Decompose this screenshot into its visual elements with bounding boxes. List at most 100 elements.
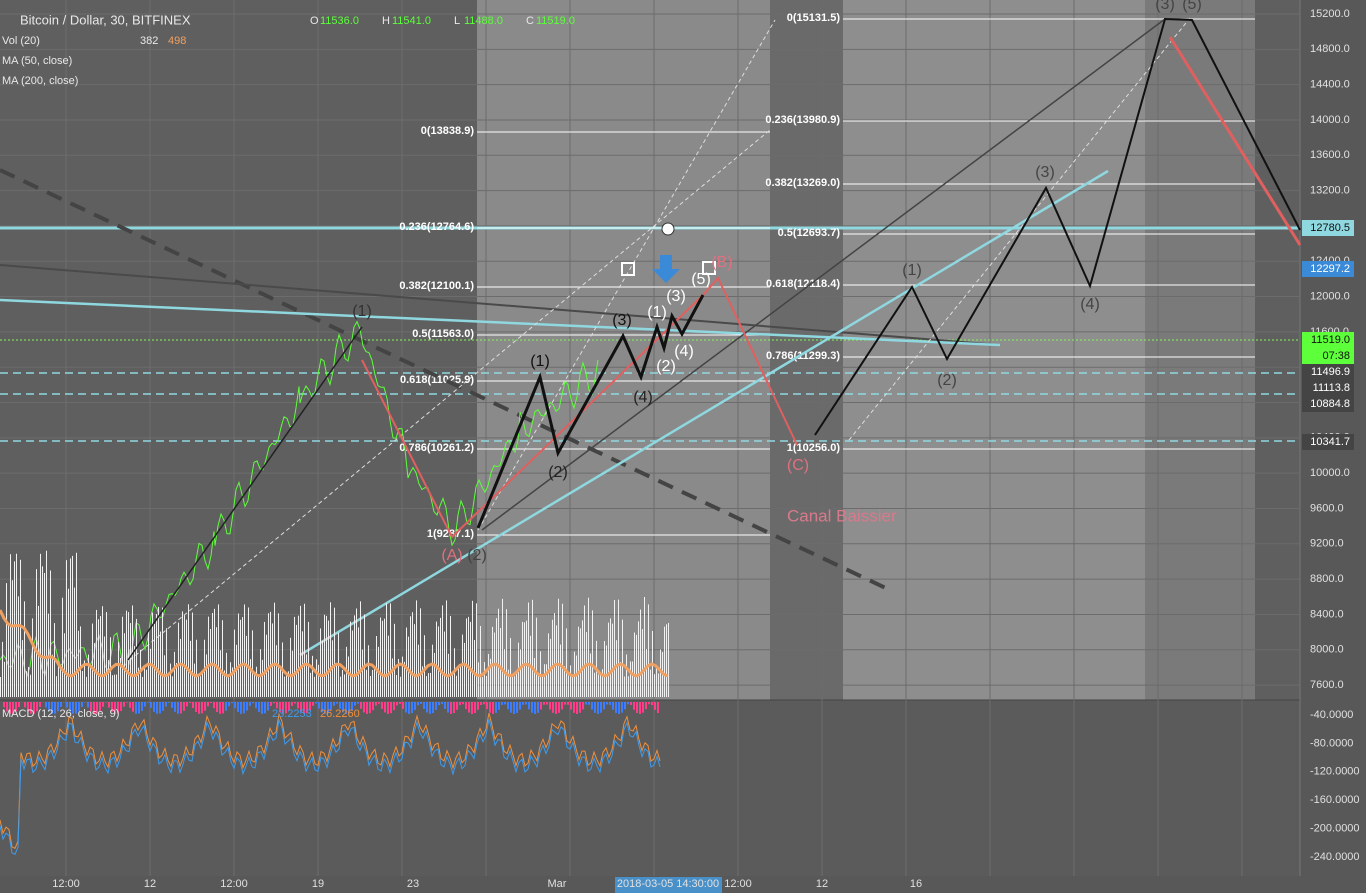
macd-bar bbox=[570, 702, 572, 710]
macd-bar bbox=[555, 702, 557, 714]
price-tick-label: 10000.0 bbox=[1310, 467, 1350, 479]
volume-bar bbox=[556, 625, 557, 697]
macd-bar bbox=[210, 702, 212, 704]
volume-bar bbox=[298, 615, 299, 697]
macd-bar bbox=[33, 702, 35, 714]
macd-bar bbox=[489, 702, 491, 713]
macd-bar bbox=[321, 702, 323, 713]
wave-label: (A) bbox=[441, 547, 462, 564]
time-tick-label: 2018-03-05 14:30:00 bbox=[617, 878, 719, 890]
volume-bar bbox=[232, 667, 233, 697]
volume-bar bbox=[2, 641, 3, 697]
macd-bar bbox=[630, 702, 632, 705]
volume-bar bbox=[474, 640, 475, 697]
macd-bar bbox=[270, 702, 272, 707]
volume-bar bbox=[392, 658, 393, 697]
volume-bar bbox=[66, 560, 67, 697]
volume-bar bbox=[268, 613, 269, 697]
volume-bar bbox=[640, 609, 641, 697]
wave-label: (3) bbox=[612, 312, 632, 329]
macd-bar bbox=[165, 702, 167, 707]
price-tag bbox=[1302, 332, 1354, 348]
macd-bar bbox=[195, 702, 197, 712]
volume-bar bbox=[358, 627, 359, 697]
macd-bar bbox=[348, 702, 350, 714]
volume-bar bbox=[100, 616, 101, 697]
volume-bar bbox=[180, 638, 181, 697]
volume-bar bbox=[186, 619, 187, 697]
macd-bar bbox=[36, 702, 38, 712]
volume-bar bbox=[122, 616, 123, 697]
macd-bar bbox=[198, 702, 200, 714]
macd-bar bbox=[54, 702, 56, 714]
volume-bar bbox=[74, 587, 75, 697]
macd-bar bbox=[417, 702, 419, 706]
volume-bar bbox=[450, 615, 451, 697]
volume-bar bbox=[558, 598, 559, 697]
volume-bar bbox=[108, 660, 109, 697]
macd-bar bbox=[516, 702, 518, 713]
volume-bar bbox=[350, 621, 351, 697]
volume-bar bbox=[654, 674, 655, 697]
volume-bar bbox=[516, 671, 517, 697]
volume-bar bbox=[344, 674, 345, 697]
macd-bar bbox=[342, 702, 344, 713]
volume-bar bbox=[406, 627, 407, 697]
macd-tick-label: -200.0000 bbox=[1310, 823, 1360, 835]
drawing-line bbox=[299, 169, 1109, 657]
volume-bar bbox=[28, 667, 29, 697]
volume-bar bbox=[278, 613, 279, 697]
macd-bar bbox=[609, 702, 611, 705]
volume-bar bbox=[118, 641, 119, 697]
volume-bar bbox=[144, 665, 145, 697]
volume-bar bbox=[24, 601, 25, 697]
volume-bar bbox=[588, 597, 589, 697]
volume-bar bbox=[328, 620, 329, 697]
fib-label: 0(13838.9) bbox=[421, 125, 475, 137]
volume-bar bbox=[120, 657, 121, 697]
macd-bar bbox=[150, 702, 152, 708]
wave-label: (5) bbox=[691, 271, 711, 288]
volume-bar bbox=[430, 672, 431, 697]
volume-bar bbox=[570, 665, 571, 697]
macd-bar bbox=[216, 702, 218, 712]
volume-bar bbox=[656, 668, 657, 697]
wave-label: (3) bbox=[1155, 0, 1175, 13]
macd-bar bbox=[213, 702, 215, 709]
macd-bar bbox=[141, 702, 143, 711]
volume-bar bbox=[396, 675, 397, 697]
indicator-label: MA (200, close) bbox=[2, 75, 78, 87]
volume-bar bbox=[486, 675, 487, 697]
wave-label: (C) bbox=[787, 457, 809, 474]
macd-bar bbox=[129, 702, 131, 708]
volume-bar bbox=[146, 669, 147, 697]
volume-bar bbox=[440, 617, 441, 697]
volume-bar bbox=[272, 623, 273, 697]
macd-bar bbox=[432, 702, 434, 714]
volume-bar bbox=[310, 672, 311, 697]
volume-bar bbox=[134, 646, 135, 697]
macd-bar bbox=[642, 702, 644, 713]
ohlc-label: H bbox=[382, 15, 390, 27]
volume-bar bbox=[238, 613, 239, 697]
macd-bar bbox=[621, 702, 623, 713]
volume-bar bbox=[580, 628, 581, 697]
volume-bar bbox=[294, 616, 295, 697]
volume-bar bbox=[162, 607, 163, 697]
price-tag-label: 11113.8 bbox=[1313, 382, 1350, 394]
macd-bar bbox=[183, 702, 185, 711]
volume-bar bbox=[266, 634, 267, 697]
volume-bar bbox=[464, 642, 465, 697]
drawings: 0(13838.9) 0.236(12764.6) 0.382(12100.1) 0.… bbox=[0, 0, 1302, 876]
macd-bar bbox=[15, 702, 17, 712]
volume-bar bbox=[228, 676, 229, 697]
macd-pane bbox=[0, 700, 1300, 876]
macd-bar bbox=[429, 702, 431, 714]
wave-label: (2) bbox=[548, 464, 568, 481]
macd-bar bbox=[282, 702, 284, 714]
macd-bar bbox=[558, 702, 560, 713]
volume-bar bbox=[658, 673, 659, 697]
drawing-line bbox=[0, 609, 669, 678]
macd-bar bbox=[357, 702, 359, 704]
volume-bar bbox=[178, 622, 179, 697]
